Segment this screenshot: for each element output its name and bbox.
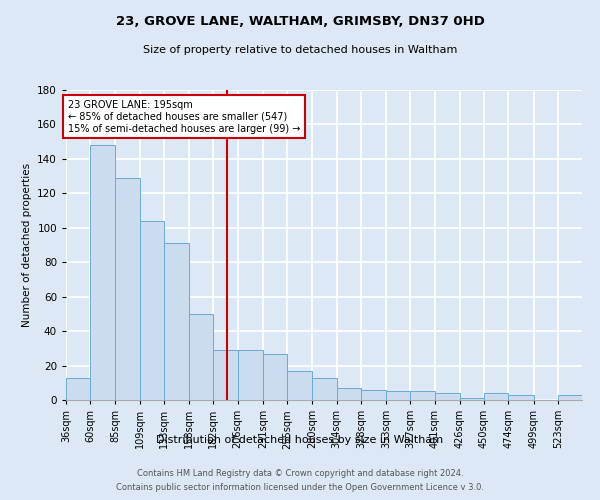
Bar [484, 393, 508, 400]
Y-axis label: Number of detached properties: Number of detached properties [22, 163, 32, 327]
Bar [214, 350, 238, 400]
Bar [140, 221, 164, 400]
Text: Size of property relative to detached houses in Waltham: Size of property relative to detached ho… [143, 45, 457, 55]
Text: Contains HM Land Registry data © Crown copyright and database right 2024.: Contains HM Land Registry data © Crown c… [137, 468, 463, 477]
Text: 23 GROVE LANE: 195sqm
← 85% of detached houses are smaller (547)
15% of semi-det: 23 GROVE LANE: 195sqm ← 85% of detached … [68, 100, 301, 134]
Bar [410, 392, 434, 400]
Bar [263, 354, 287, 400]
Bar [189, 314, 214, 400]
Text: Contains public sector information licensed under the Open Government Licence v : Contains public sector information licen… [116, 484, 484, 492]
Bar [508, 395, 533, 400]
Bar [164, 244, 189, 400]
Bar [558, 395, 582, 400]
Bar [115, 178, 140, 400]
Bar [386, 392, 410, 400]
Bar [90, 145, 115, 400]
Bar [287, 370, 313, 400]
Text: Distribution of detached houses by size in Waltham: Distribution of detached houses by size … [157, 435, 443, 445]
Text: 23, GROVE LANE, WALTHAM, GRIMSBY, DN37 0HD: 23, GROVE LANE, WALTHAM, GRIMSBY, DN37 0… [116, 15, 484, 28]
Bar [460, 398, 484, 400]
Bar [434, 393, 460, 400]
Bar [238, 350, 263, 400]
Bar [337, 388, 361, 400]
Bar [361, 390, 386, 400]
Bar [66, 378, 90, 400]
Bar [313, 378, 337, 400]
